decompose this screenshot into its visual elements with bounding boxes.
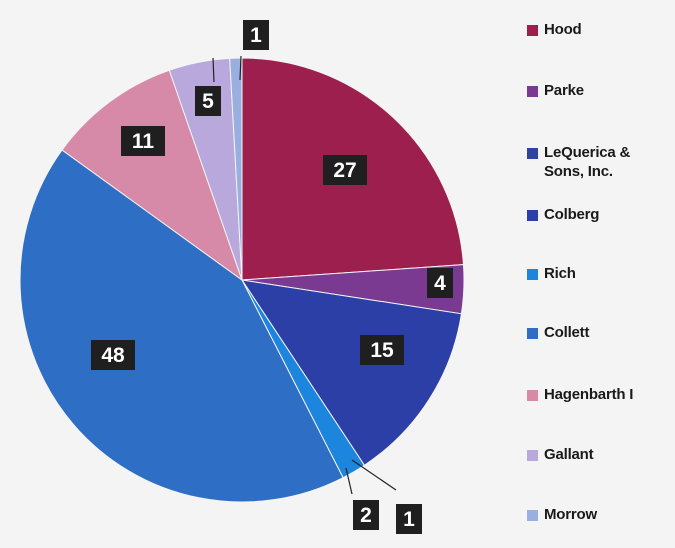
data-label-extra-0-leader-line (239, 55, 242, 81)
legend-swatch-gallant (527, 450, 538, 461)
svg-text:1: 1 (403, 508, 415, 531)
legend-item-rich: Rich (527, 264, 576, 283)
pie-slice-colberg (240, 279, 462, 466)
legend-swatch-hagenbarth (527, 390, 538, 401)
legend-item-collett: Collett (527, 323, 589, 342)
data-label-colberg: 15 (360, 335, 404, 365)
svg-text:2: 2 (360, 504, 372, 527)
data-label-rich-leader-line (345, 467, 353, 495)
legend-item-morrow: Morrow (527, 505, 597, 524)
legend: Hood Parke LeQuerica & Sons, Inc. Colber… (527, 0, 675, 548)
legend-label-colberg: Colberg (544, 206, 600, 223)
legend-label-hood: Hood (544, 21, 582, 38)
svg-text:11: 11 (132, 130, 155, 153)
data-label-rich: 2 (353, 500, 379, 530)
svg-text:27: 27 (333, 159, 356, 182)
legend-swatch-morrow (527, 510, 538, 521)
legend-label-morrow: Morrow (544, 506, 597, 523)
legend-swatch-lequerica (527, 148, 538, 159)
data-label-morrow-leader-line (351, 459, 397, 491)
legend-swatch-colberg (527, 210, 538, 221)
legend-item-colberg: Colberg (527, 205, 599, 224)
legend-item-hagenbarth: Hagenbarth I (527, 385, 633, 404)
legend-item-hood: Hood (527, 20, 582, 39)
data-label-collett: 48 (91, 340, 135, 370)
legend-item-lequerica: LeQuerica & Sons, Inc. (527, 143, 659, 181)
legend-swatch-collett (527, 328, 538, 339)
legend-swatch-parke (527, 86, 538, 97)
legend-label-rich: Rich (544, 265, 576, 282)
svg-text:1: 1 (250, 24, 262, 47)
legend-label-collett: Collett (544, 324, 590, 341)
data-label-parke: 4 (427, 268, 453, 298)
pie-slice-morrow (229, 57, 243, 281)
data-label-extra-0: 1 (243, 20, 269, 50)
legend-label-parke: Parke (544, 82, 584, 99)
data-label-gallant-leader-line (212, 57, 215, 83)
svg-text:5: 5 (202, 90, 214, 113)
data-label-morrow: 1 (396, 504, 422, 534)
svg-text:15: 15 (370, 339, 394, 362)
legend-item-gallant: Gallant (527, 445, 594, 464)
legend-label-hagenbarth: Hagenbarth I (544, 386, 634, 403)
data-label-hood: 27 (323, 155, 367, 185)
pie-slice-collett (19, 149, 344, 503)
legend-swatch-rich (527, 269, 538, 280)
legend-label-lequerica: LeQuerica & Sons, Inc. (544, 144, 631, 180)
data-label-gallant: 5 (195, 86, 221, 116)
pie-slice-hagenbarth-i (61, 69, 243, 282)
data-label-hagenbarth-i: 11 (121, 126, 165, 156)
svg-text:4: 4 (434, 272, 446, 295)
legend-item-parke: Parke (527, 81, 584, 100)
svg-text:48: 48 (101, 344, 125, 367)
leader-lines (212, 55, 397, 495)
pie-slices (19, 57, 465, 503)
legend-label-gallant: Gallant (544, 446, 594, 463)
legend-swatch-hood (527, 25, 538, 36)
